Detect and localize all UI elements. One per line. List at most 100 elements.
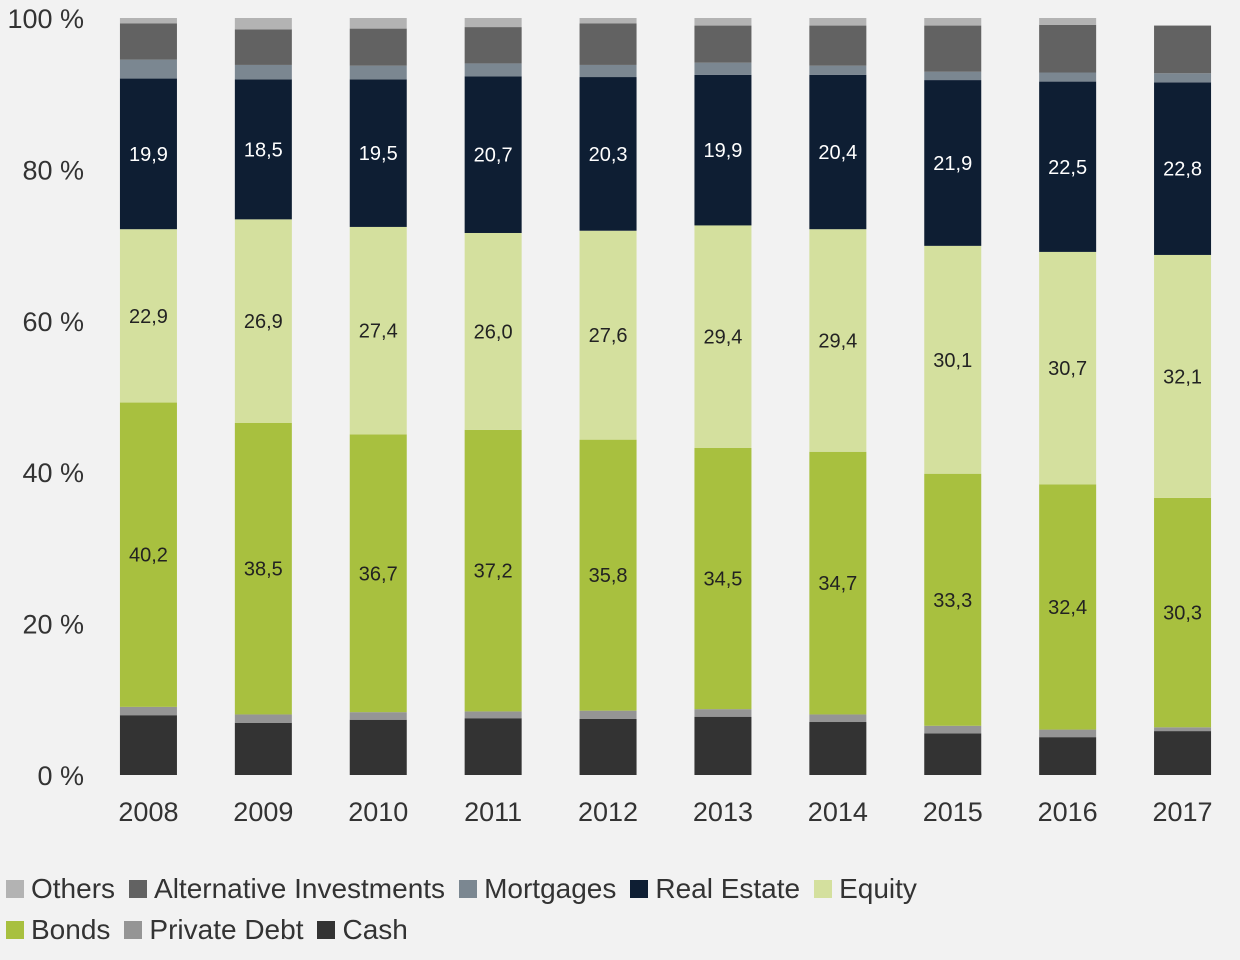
data-label-bonds-2011: 37,2 — [474, 561, 513, 583]
legend-item-alternative-investments: Alternative Investments — [129, 873, 445, 905]
bar-segment-others-2014 — [809, 18, 867, 26]
bar-segment-alternative-investments-2012 — [579, 23, 637, 65]
bar-segment-alternative-investments-2017 — [1154, 25, 1212, 74]
bar-segment-alternative-investments-2013 — [694, 25, 752, 63]
legend-swatch — [124, 920, 143, 939]
x-tick-label: 2012 — [578, 797, 638, 827]
chart-legend: Others Alternative Investments Mortgages Re… — [6, 868, 1236, 950]
bar-segment-private-debt-2016 — [1039, 729, 1097, 738]
legend-swatch — [317, 920, 336, 939]
bar-segment-bonds-2016 — [1039, 484, 1097, 730]
bar-segment-bonds-2010 — [349, 434, 407, 713]
bar-segment-bonds-2012 — [579, 439, 637, 711]
bar-segment-real-estate-2008 — [119, 78, 177, 230]
bar-segment-bonds-2014 — [809, 451, 867, 715]
legend-row: Others Alternative Investments Mortgages Re… — [6, 868, 1236, 909]
bar-segment-mortgages-2017 — [1154, 73, 1212, 83]
data-label-equity-2016: 30,7 — [1048, 358, 1087, 380]
bar-segment-cash-2008 — [119, 715, 177, 775]
bar-segment-real-estate-2015 — [924, 80, 982, 246]
bar-segment-equity-2010 — [349, 226, 407, 435]
bar-segment-cash-2017 — [1154, 731, 1212, 775]
data-label-equity-2012: 27,6 — [589, 325, 628, 347]
y-tick-label: 40 % — [22, 458, 84, 488]
legend-label: Cash — [342, 913, 408, 945]
bar-segment-real-estate-2017 — [1154, 82, 1212, 255]
bar-segment-cash-2012 — [579, 718, 637, 775]
bar-segment-alternative-investments-2008 — [119, 23, 177, 60]
bar-segment-cash-2013 — [694, 716, 752, 775]
legend-label: Alternative Investments — [154, 872, 446, 904]
bar-segment-others-2009 — [234, 18, 292, 30]
bar-segment-private-debt-2017 — [1154, 727, 1212, 732]
bar-segment-mortgages-2012 — [579, 64, 637, 78]
legend-swatch — [814, 879, 833, 898]
bar-segment-mortgages-2013 — [694, 62, 752, 75]
bar-segment-equity-2017 — [1154, 254, 1212, 498]
bar-segment-alternative-investments-2015 — [924, 25, 982, 72]
legend-item-others: Others — [6, 873, 115, 905]
legend-item-real-estate: Real Estate — [630, 873, 800, 905]
chart-canvas: 0 % 20 % 40 % 60 % 80 % 100 % 40,2 22,9 19,9 2008… — [7, 4, 1212, 827]
data-label-equity-2009: 26,9 — [244, 311, 283, 333]
bar-segment-equity-2009 — [234, 219, 292, 423]
x-tick-label: 2010 — [348, 797, 408, 827]
bar-segment-real-estate-2009 — [234, 79, 292, 220]
x-tick-label: 2013 — [693, 797, 753, 827]
bar-segment-others-2008 — [119, 18, 177, 24]
bar-segment-real-estate-2012 — [579, 77, 637, 231]
legend-label: Equity — [839, 872, 917, 904]
data-label-equity-2010: 27,4 — [359, 321, 398, 343]
bar-segment-private-debt-2010 — [349, 712, 407, 720]
data-label-bonds-2012: 35,8 — [589, 565, 628, 587]
legend-item-mortgages: Mortgages — [459, 873, 616, 905]
y-tick-label: 20 % — [22, 610, 84, 640]
bar-segment-real-estate-2013 — [694, 74, 752, 226]
x-tick-label: 2014 — [808, 797, 868, 827]
bar-segment-mortgages-2010 — [349, 65, 407, 80]
bar-segment-real-estate-2011 — [464, 76, 522, 233]
legend-row: Bonds Private Debt Cash — [6, 909, 1236, 950]
bar-segment-private-debt-2013 — [694, 709, 752, 717]
data-label-real-estate-2017: 22,8 — [1163, 159, 1202, 181]
bar-segment-alternative-investments-2010 — [349, 28, 407, 66]
legend-swatch — [6, 920, 24, 939]
bar-segment-cash-2011 — [464, 718, 522, 775]
bar-segment-cash-2015 — [924, 733, 982, 775]
bar-segment-alternative-investments-2009 — [234, 29, 292, 65]
bar-segment-mortgages-2009 — [234, 64, 292, 80]
data-label-bonds-2017: 30,3 — [1163, 603, 1202, 625]
bar-segment-real-estate-2014 — [809, 74, 867, 230]
y-tick-label: 60 % — [22, 307, 84, 337]
legend-label: Others — [31, 872, 116, 904]
bar-segment-cash-2010 — [349, 719, 407, 775]
bar-segment-private-debt-2011 — [464, 711, 522, 719]
data-label-equity-2011: 26,0 — [474, 321, 513, 343]
data-label-bonds-2008: 40,2 — [129, 545, 168, 567]
bar-segment-equity-2014 — [809, 229, 867, 452]
data-label-real-estate-2014: 20,4 — [818, 142, 857, 164]
bar-segment-equity-2008 — [119, 229, 177, 403]
legend-swatch — [6, 879, 24, 898]
data-label-equity-2013: 29,4 — [703, 327, 742, 349]
bar-segment-cash-2016 — [1039, 737, 1097, 775]
bar-segment-bonds-2017 — [1154, 497, 1212, 728]
data-label-bonds-2009: 38,5 — [244, 559, 283, 581]
bar-segment-private-debt-2008 — [119, 706, 177, 716]
bar-segment-others-2010 — [349, 18, 407, 29]
legend-label: Mortgages — [484, 872, 617, 904]
data-label-equity-2014: 29,4 — [818, 330, 857, 352]
bar-segment-others-2016 — [1039, 18, 1097, 25]
bar-segment-others-2012 — [579, 18, 637, 24]
legend-label: Private Debt — [149, 913, 304, 945]
legend-label: Bonds — [31, 913, 111, 945]
bar-segment-cash-2014 — [809, 722, 867, 775]
bar-segment-bonds-2008 — [119, 402, 177, 707]
data-label-bonds-2010: 36,7 — [359, 563, 398, 585]
legend-item-equity: Equity — [814, 873, 917, 905]
legend-swatch — [459, 879, 478, 898]
bar-segment-mortgages-2008 — [119, 59, 177, 79]
data-label-equity-2015: 30,1 — [933, 350, 972, 372]
data-label-bonds-2013: 34,5 — [703, 569, 742, 591]
bar-segment-mortgages-2011 — [464, 63, 522, 77]
